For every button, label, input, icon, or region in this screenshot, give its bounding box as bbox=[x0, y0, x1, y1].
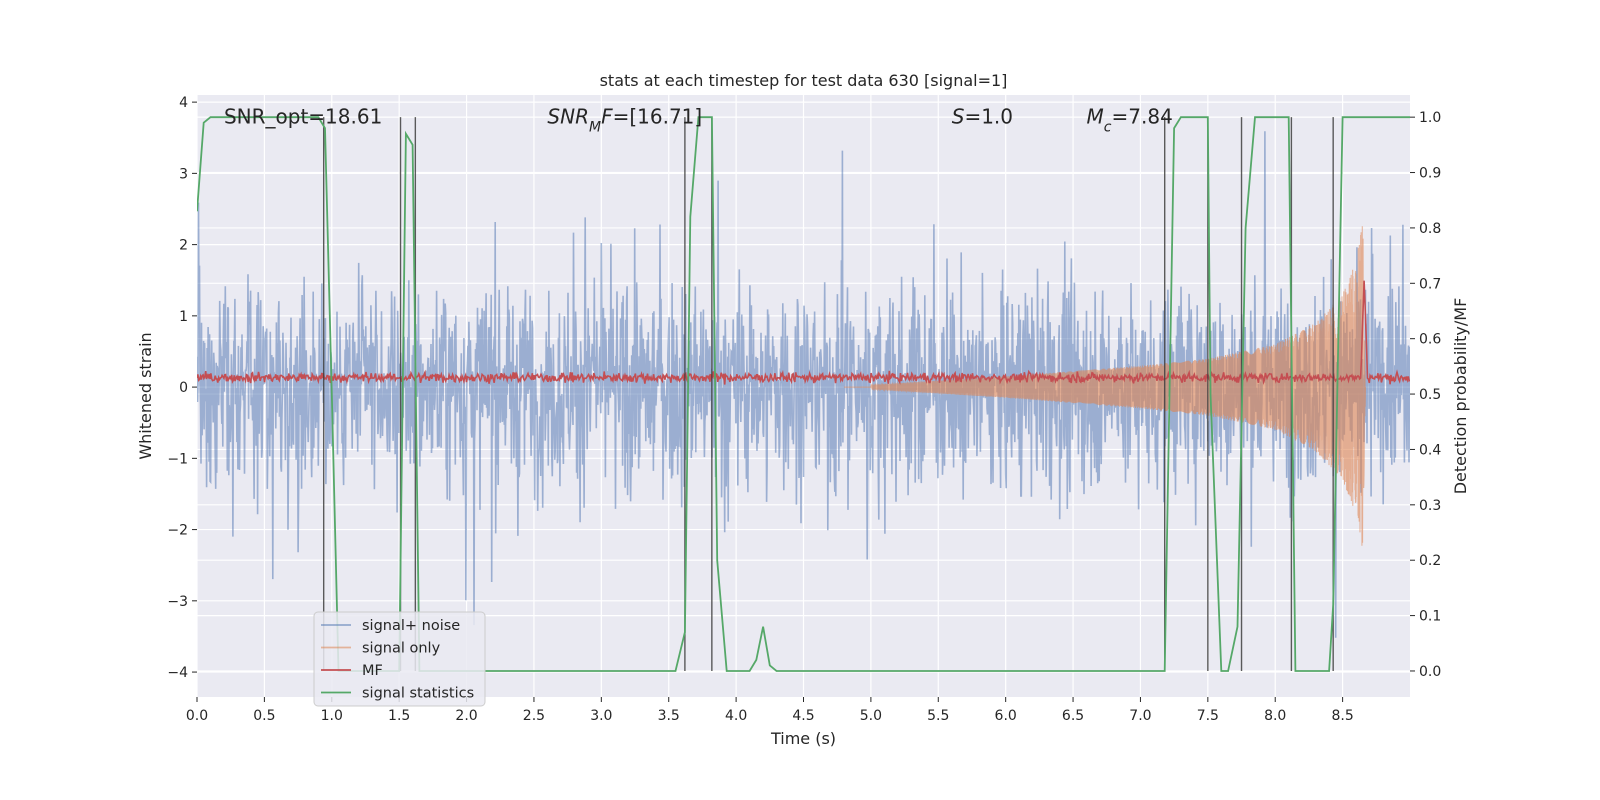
legend-label: MF bbox=[362, 663, 383, 679]
x-tick-label: 4.0 bbox=[725, 708, 747, 724]
x-tick-label: 8.0 bbox=[1264, 708, 1286, 724]
y-tick-label: −2 bbox=[167, 523, 188, 539]
x-axis-label: Time (s) bbox=[770, 729, 836, 748]
y-right-tick-label: 0.5 bbox=[1419, 387, 1441, 403]
chart-title: stats at each timestep for test data 630… bbox=[600, 71, 1008, 90]
y-right-tick-label: 1.0 bbox=[1419, 110, 1441, 126]
y-tick-label: 2 bbox=[179, 238, 188, 254]
x-tick-label: 1.5 bbox=[388, 708, 410, 724]
legend: signal+ noise signal only MF signal statist… bbox=[313, 611, 486, 707]
legend-label: signal statistics bbox=[362, 686, 474, 702]
x-tick-label: 2.0 bbox=[455, 708, 477, 724]
legend-label: signal only bbox=[362, 641, 441, 657]
annotation-3: Mc=7.84 bbox=[1087, 104, 1173, 135]
x-tick-label: 3.0 bbox=[590, 708, 612, 724]
y-right-tick-label: 0.1 bbox=[1419, 609, 1441, 625]
annotation-0: SNR_opt=18.61 bbox=[224, 104, 382, 128]
y-right-tick-label: 0.9 bbox=[1419, 166, 1441, 182]
y-tick-label: 0 bbox=[179, 380, 188, 396]
y-right-tick-label: 0.8 bbox=[1419, 221, 1441, 237]
y-axis-right-label: Detection probability/MF bbox=[1451, 298, 1470, 495]
x-tick-label: 0.5 bbox=[253, 708, 275, 724]
x-tick-label: 2.5 bbox=[523, 708, 545, 724]
y-tick-label: 1 bbox=[179, 309, 188, 325]
y-tick-label: −1 bbox=[167, 451, 188, 467]
x-tick-label: 4.5 bbox=[792, 708, 814, 724]
x-tick-label: 8.5 bbox=[1331, 708, 1353, 724]
y-tick-label: 3 bbox=[179, 166, 188, 182]
annotations: SNR_opt=18.61 SNRMF=[16.71] S=1.0 Mc=7.84 bbox=[224, 104, 1173, 135]
axes: 0.0 0.5 1.0 1.5 2.0 2.5 3.0 3.5 4.0 4.5 5.0 5.5 6.0 6… bbox=[167, 95, 1441, 724]
legend-label: signal+ noise bbox=[362, 618, 460, 634]
x-tick-label: 1.0 bbox=[321, 708, 343, 724]
y-tick-label: 4 bbox=[179, 95, 188, 111]
annotation-2: S=1.0 bbox=[952, 104, 1013, 128]
x-tick-label: 3.5 bbox=[658, 708, 680, 724]
y-right-tick-label: 0.3 bbox=[1419, 498, 1441, 514]
x-tick-label: 7.0 bbox=[1129, 708, 1151, 724]
annotation-1: SNRMF=[16.71] bbox=[547, 104, 702, 135]
x-tick-label: 5.0 bbox=[860, 708, 882, 724]
y-right-tick-label: 0.6 bbox=[1419, 332, 1441, 348]
x-tick-label: 7.5 bbox=[1197, 708, 1219, 724]
y-right-tick-label: 0.7 bbox=[1419, 276, 1441, 292]
y-tick-label: −3 bbox=[167, 594, 188, 610]
legend-box bbox=[313, 611, 486, 707]
y-right-tick-label: 0.4 bbox=[1419, 442, 1441, 458]
x-tick-label: 5.5 bbox=[927, 708, 949, 724]
x-tick-label: 0.0 bbox=[186, 708, 208, 724]
y-right-tick-label: 0.2 bbox=[1419, 553, 1441, 569]
x-tick-label: 6.5 bbox=[1062, 708, 1084, 724]
y-tick-label: −4 bbox=[167, 665, 188, 681]
x-tick-label: 6.0 bbox=[995, 708, 1017, 724]
y-right-tick-label: 0.0 bbox=[1419, 664, 1441, 680]
y-axis-label: Whitened strain bbox=[136, 332, 155, 459]
